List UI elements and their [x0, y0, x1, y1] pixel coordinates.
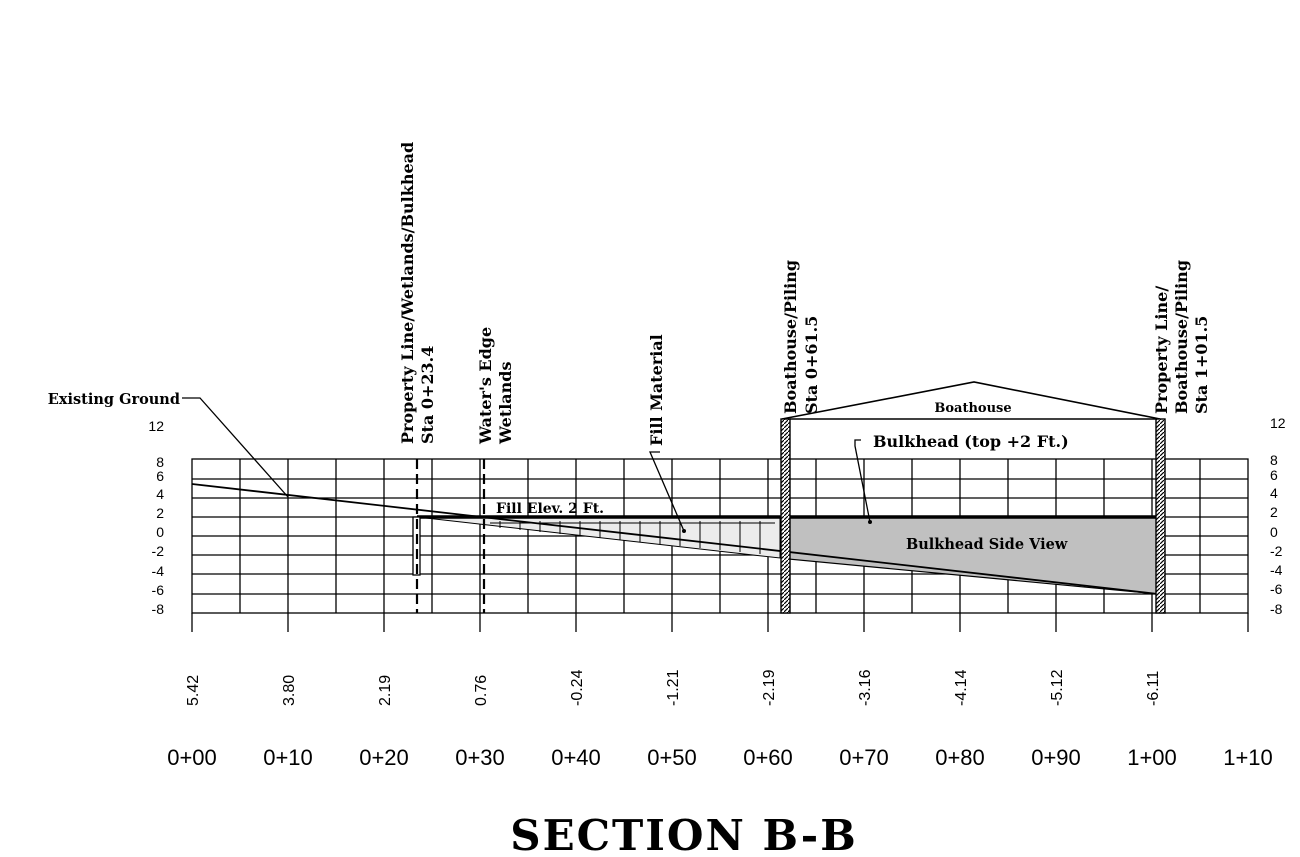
station-0: 0+00: [167, 745, 217, 770]
ground-elev-7: -3.16: [857, 669, 874, 706]
elev-right-0: 0: [1270, 524, 1278, 540]
label-boathouse-piling-left-sta: Sta 0+61.5: [802, 316, 821, 414]
ground-elev-1: 3.80: [281, 675, 298, 706]
elev-left-4: 4: [156, 486, 164, 502]
label-waters-edge: Water's Edge: [476, 327, 495, 445]
station-10: 1+00: [1127, 745, 1177, 770]
elev-right-m8: -8: [1270, 601, 1283, 617]
station-ticks: [191, 613, 1249, 632]
elev-right-2: 2: [1270, 504, 1278, 520]
elev-left-m6: -6: [152, 582, 165, 598]
elev-left-2: 2: [156, 505, 164, 521]
label-property-line-right-2: Boathouse/Piling: [1172, 260, 1191, 414]
station-9: 0+90: [1031, 745, 1081, 770]
label-property-line-right-sta: Sta 1+01.5: [1192, 316, 1211, 414]
label-boathouse-piling-left: Boathouse/Piling: [781, 260, 800, 414]
ground-elev-4: -0.24: [569, 669, 586, 706]
label-bulkhead-side-view: Bulkhead Side View: [906, 536, 1068, 553]
elev-right-m2: -2: [1270, 543, 1283, 559]
station-11: 1+10: [1223, 745, 1273, 770]
fill-material-dot: [682, 529, 686, 533]
elev-right-4: 4: [1270, 485, 1278, 501]
elev-left-m2: -2: [152, 543, 165, 559]
leaders: [182, 397, 871, 532]
ground-elev-0: 5.42: [185, 675, 202, 706]
property-line-bulkhead-post: [412, 516, 421, 576]
label-fill-elev: Fill Elev. 2 Ft.: [496, 501, 604, 517]
station-4: 0+40: [551, 745, 601, 770]
label-property-line-wetlands: Property Line/Wetlands/Bulkhead: [398, 142, 417, 444]
label-property-line-sta: Sta 0+23.4: [418, 346, 437, 444]
elev-left-12: 12: [148, 418, 164, 434]
station-7: 0+70: [839, 745, 889, 770]
elev-left-6: 6: [156, 468, 164, 484]
elev-right-8: 8: [1270, 452, 1278, 468]
station-6: 0+60: [743, 745, 793, 770]
ground-elev-10: -6.11: [1145, 671, 1162, 706]
elevation-scale-left: 12 8 6 4 2 0 -2 -4 -6 -8: [148, 418, 164, 617]
elev-left-8: 8: [156, 454, 164, 470]
ground-elev-6: -2.19: [761, 669, 778, 706]
boathouse-piling-left: [780, 418, 791, 614]
label-fill-material: Fill Material: [647, 334, 666, 446]
elev-right-12: 12: [1270, 415, 1286, 431]
station-labels: 0+00 0+10 0+20 0+30 0+40 0+50 0+60 0+70 …: [167, 745, 1273, 770]
station-3: 0+30: [455, 745, 505, 770]
elev-right-6: 6: [1270, 467, 1278, 483]
label-boathouse: Boathouse: [934, 401, 1011, 416]
station-8: 0+80: [935, 745, 985, 770]
elev-left-m4: -4: [152, 563, 165, 579]
ground-elevations: 5.42 3.80 2.19 0.76 -0.24 -1.21 -2.19 -3…: [185, 669, 1162, 706]
existing-ground-line: [191, 483, 1159, 595]
ground-elev-8: -4.14: [953, 669, 970, 706]
elev-right-m6: -6: [1270, 581, 1283, 597]
elev-left-0: 0: [156, 524, 164, 540]
ground-elev-5: -1.21: [665, 669, 682, 706]
bulkhead-side-view: [787, 516, 1159, 595]
label-wetlands: Wetlands: [496, 361, 515, 445]
bulkhead-dot: [868, 520, 872, 524]
section-title: SECTION B-B: [510, 811, 857, 857]
ground-elev-3: 0.76: [473, 675, 490, 706]
ground-elev-2: 2.19: [377, 675, 394, 706]
station-2: 0+20: [359, 745, 409, 770]
station-1: 0+10: [263, 745, 313, 770]
boathouse-piling-right: [1155, 418, 1166, 614]
label-bulkhead-top: Bulkhead (top +2 Ft.): [873, 432, 1069, 451]
elev-left-m8: -8: [152, 601, 165, 617]
elev-right-m4: -4: [1270, 562, 1283, 578]
station-5: 0+50: [647, 745, 697, 770]
ground-elev-9: -5.12: [1049, 669, 1066, 706]
boathouse-roof: [781, 381, 1161, 420]
label-existing-ground: Existing Ground: [48, 391, 180, 408]
label-property-line-right-1: Property Line/: [1152, 286, 1171, 414]
elevation-scale-right: 12 8 6 4 2 0 -2 -4 -6 -8: [1270, 415, 1286, 617]
